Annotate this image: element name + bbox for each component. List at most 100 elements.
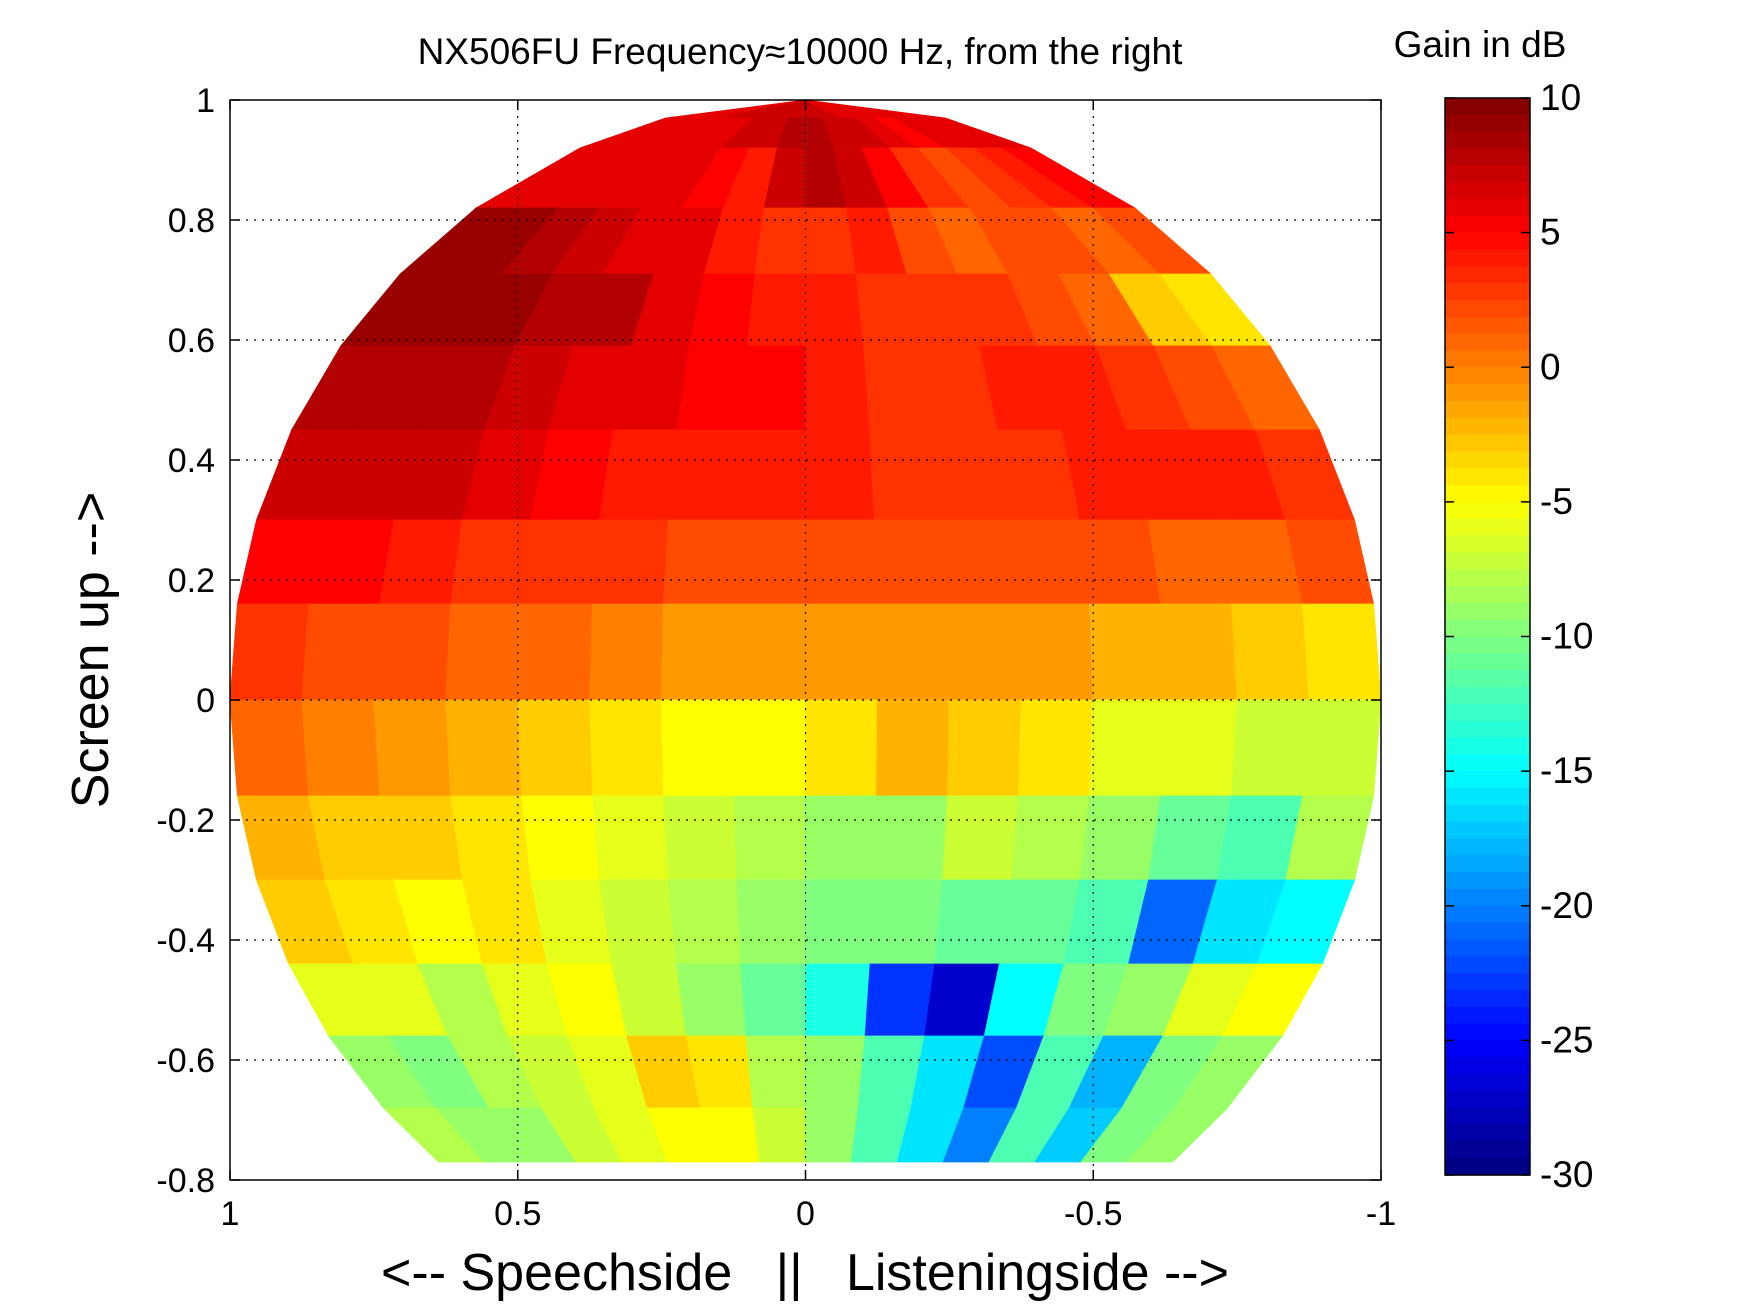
colorbar-band: [1445, 518, 1530, 537]
colorbar-band: [1445, 131, 1530, 150]
heatmap-cell: [942, 795, 1019, 881]
heatmap-cell: [740, 963, 806, 1037]
heatmap-cell: [734, 519, 806, 605]
colorbar-band: [1445, 417, 1530, 436]
y-tick-label: -0.4: [156, 922, 215, 960]
heatmap-cell: [876, 699, 950, 797]
heatmap-cell: [942, 519, 1019, 605]
x-tick-label: -0.5: [1064, 1195, 1123, 1233]
colorbar-band: [1445, 653, 1530, 671]
heatmap-cell: [869, 429, 944, 521]
colorbar-band: [1445, 451, 1530, 469]
colorbar-band: [1445, 198, 1530, 217]
colorbar-band: [1445, 266, 1530, 284]
colorbar-band: [1445, 1057, 1530, 1075]
colorbar-band: [1445, 215, 1530, 234]
heatmap-cell: [947, 699, 1022, 797]
heatmap-cell: [1302, 699, 1382, 797]
heatmap-cell: [592, 519, 669, 605]
heatmap-cell: [1018, 603, 1094, 701]
x-tick-label: 1: [221, 1195, 240, 1233]
colorbar-band: [1445, 333, 1530, 352]
heatmap-cell: [1018, 699, 1094, 797]
heatmap-cell: [1125, 1107, 1229, 1163]
x-axis-ticks: 1 0.5 0 -0.5 -1: [221, 100, 1396, 1233]
heatmap-cell: [1302, 603, 1382, 701]
heatmap-cell: [599, 429, 678, 521]
colorbar-band: [1445, 922, 1530, 941]
colorbar-band: [1445, 468, 1530, 486]
y-tick-label: -0.6: [156, 1042, 215, 1080]
heatmap-cell: [746, 273, 806, 347]
colorbar-ticks: 10 5 0 -5 -10 -15 -20 -25 -30: [1445, 77, 1593, 1195]
heatmap-cell: [864, 963, 936, 1037]
colorbar-band: [1445, 1124, 1530, 1142]
heatmap-cell: [667, 879, 742, 965]
colorbar-band: [1445, 737, 1530, 755]
colorbar-band: [1445, 905, 1530, 924]
colorbar-band: [1445, 586, 1530, 604]
colorbar-band: [1445, 771, 1530, 789]
colorbar-band: [1445, 485, 1530, 503]
y-tick-label: 0.4: [168, 442, 215, 480]
colorbar-band: [1445, 569, 1530, 587]
colorbar-band: [1445, 989, 1530, 1008]
colorbar-band: [1445, 1074, 1530, 1092]
heatmap-cell: [676, 345, 748, 431]
plot-area: 1 0.5 0 -0.5 -1 1 0.8 0.6 0.4 0.2 0 -0.2 -0.4 -0.6 -0…: [156, 82, 1396, 1233]
heatmap-cell: [805, 963, 871, 1037]
colorbar-band: [1445, 434, 1530, 452]
heatmap-cell: [1010, 519, 1090, 605]
y-tick-label: -0.2: [156, 802, 215, 840]
heatmap-cell: [947, 603, 1022, 701]
colorbar-band: [1445, 787, 1530, 806]
y-axis-ticks: 1 0.8 0.6 0.4 0.2 0 -0.2 -0.4 -0.6 -0.8: [156, 82, 1381, 1200]
heatmap-cell: [740, 345, 806, 431]
heatmap-cell: [805, 345, 871, 431]
colorbar-band: [1445, 501, 1530, 520]
y-tick-label: 0.6: [168, 322, 215, 360]
colorbar-band: [1445, 384, 1530, 402]
colorbar-band: [1445, 1107, 1530, 1126]
heatmap-cell: [378, 795, 463, 881]
y-tick-label: 0.8: [168, 202, 215, 240]
y-tick-label: 1: [196, 82, 215, 120]
colorbar-band: [1445, 973, 1530, 991]
colorbar-tick-label: -30: [1540, 1154, 1593, 1195]
colorbar-band: [1445, 316, 1530, 335]
heatmap-cell: [373, 699, 451, 797]
heatmap-cell: [805, 1035, 866, 1109]
heatmap-cell: [1160, 699, 1238, 797]
heatmap-cells: [229, 99, 1382, 1163]
heatmap-cell: [1079, 519, 1162, 605]
heatmap-cell: [517, 699, 593, 797]
heatmap-cell: [873, 795, 948, 881]
heatmap-cell: [1079, 795, 1162, 881]
heatmap-cell: [1089, 699, 1166, 797]
colorbar-band: [1445, 249, 1530, 267]
heatmap-cell: [805, 519, 877, 605]
colorbar-band: [1445, 686, 1530, 705]
colorbar-tick-label: -5: [1540, 481, 1573, 522]
heatmap-cell: [745, 1035, 806, 1109]
colorbar-band: [1445, 619, 1530, 638]
colorbar-tick-label: 0: [1540, 346, 1561, 387]
heatmap-cell: [1010, 795, 1090, 881]
heatmap-cell: [1160, 603, 1238, 701]
heatmap-cell: [661, 699, 735, 797]
colorbar-band: [1445, 1006, 1530, 1025]
heatmap-cell: [521, 795, 601, 881]
colorbar-tick-label: 10: [1540, 77, 1581, 118]
heatmap-cell: [805, 879, 875, 965]
heatmap-cell: [1231, 699, 1310, 797]
colorbar-tick-label: -25: [1540, 1019, 1593, 1060]
heatmap-cell: [1231, 603, 1310, 701]
colorbar-band: [1445, 855, 1530, 873]
colorbar-band: [1445, 182, 1530, 200]
x-axis-label: <-- Speechside || Listeningside -->: [381, 1244, 1229, 1302]
heatmap-cell: [599, 879, 677, 965]
heatmap-cell: [663, 795, 738, 881]
heatmap-cell: [805, 795, 877, 881]
heatmap-cell: [805, 603, 878, 701]
